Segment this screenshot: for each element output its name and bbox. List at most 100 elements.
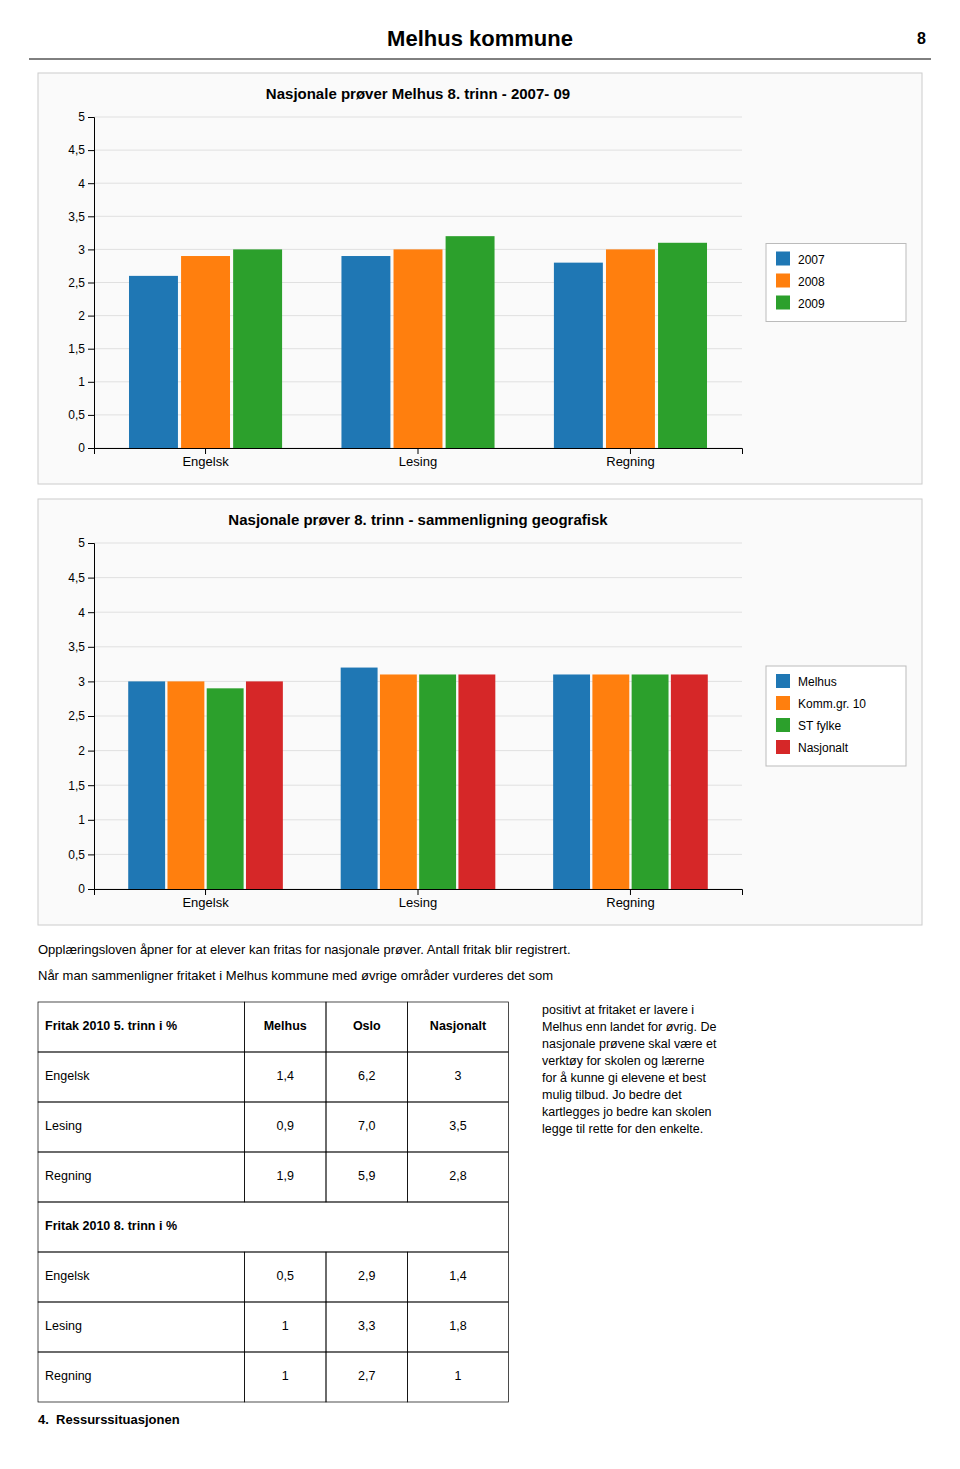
bars <box>129 236 707 448</box>
legend-label: ST fylke <box>798 719 841 733</box>
table-text: 1 <box>455 1369 462 1383</box>
tick: 5 <box>78 536 94 550</box>
series <box>246 674 708 889</box>
table-text: 1,4 <box>277 1069 294 1083</box>
legend-item: 2007 <box>776 252 825 267</box>
table-cell <box>326 1102 408 1152</box>
tick-mark <box>88 316 94 317</box>
table-text: Oslo <box>353 1019 381 1033</box>
section-heading: 4. Ressurssituasjonen <box>38 1412 180 1427</box>
series <box>181 249 655 448</box>
table-row: Engelsk1,46,23 <box>38 1052 508 1102</box>
tick: 1 <box>78 813 94 827</box>
tick-label: 1,5 <box>68 342 85 356</box>
series <box>233 236 707 448</box>
bar <box>592 674 629 889</box>
x-axis: EngelskLesingRegning <box>95 448 743 469</box>
grid-line <box>94 577 742 578</box>
tick-mark <box>88 854 94 855</box>
tick-mark <box>205 448 206 454</box>
tick-label: 4 <box>78 177 85 191</box>
tick-label: 5 <box>78 536 85 550</box>
series <box>128 668 590 889</box>
tick: 2,5 <box>68 276 94 290</box>
legend-label: 2008 <box>798 275 825 289</box>
table-cell <box>244 1252 326 1302</box>
legend: 200720082009 <box>766 244 906 322</box>
bar <box>458 674 495 889</box>
tick: Engelsk <box>182 448 229 469</box>
bar <box>341 668 378 889</box>
tick: 3 <box>78 675 94 689</box>
table-cell <box>244 1302 326 1352</box>
table-text: Fritak 2010 5. trinn i % <box>45 1019 177 1033</box>
bar <box>380 674 417 889</box>
plot: 00,511,522,533,544,55EngelskLesingRegnin… <box>68 536 742 910</box>
table-row: Fritak 2010 5. trinn i %MelhusOsloNasjon… <box>38 1002 508 1052</box>
tick-label: 3 <box>78 675 85 689</box>
tick: 0,5 <box>68 408 94 422</box>
chart-frame <box>38 73 922 484</box>
tick-label: 2,5 <box>68 709 85 723</box>
axis-line <box>95 890 743 896</box>
tick-mark <box>88 647 94 648</box>
legend-swatch <box>776 718 790 732</box>
table-text: Regning <box>45 1369 92 1383</box>
table-cell <box>326 1352 408 1402</box>
grid-line <box>94 543 742 544</box>
plot: 00,511,522,533,544,55EngelskLesingRegnin… <box>68 110 742 469</box>
tick-label: 3 <box>78 243 85 257</box>
page-title: Melhus kommune <box>387 26 573 51</box>
tick-label: 3,5 <box>68 210 85 224</box>
table-text: 2,8 <box>449 1169 466 1183</box>
legend-swatch <box>776 252 790 266</box>
axis-line <box>95 449 743 455</box>
series <box>167 674 629 889</box>
tick: 4,5 <box>68 571 94 585</box>
tick: Lesing <box>399 448 437 469</box>
table-text: Regning <box>45 1169 92 1183</box>
table-cell <box>244 1002 326 1052</box>
table-text: 1,4 <box>449 1269 466 1283</box>
bar <box>129 276 178 448</box>
legend-label: Melhus <box>798 675 837 689</box>
table: Fritak 2010 5. trinn i %MelhusOsloNasjon… <box>38 1002 508 1402</box>
table-cell <box>408 1352 509 1402</box>
table-text: Lesing <box>45 1119 82 1133</box>
table-cell <box>326 1002 408 1052</box>
table-cell <box>38 1252 244 1302</box>
tick-label: 2 <box>78 744 85 758</box>
tick-mark <box>88 716 94 717</box>
chart: Nasjonale prøver 8. trinn - sammenlignin… <box>38 499 922 925</box>
bar <box>394 249 443 448</box>
tick-mark <box>88 543 94 544</box>
table-cell <box>326 1052 408 1102</box>
table-text: Lesing <box>45 1319 82 1333</box>
page: Melhus kommune8Nasjonale prøver Melhus 8… <box>0 0 960 1469</box>
tick-label: Regning <box>606 895 654 910</box>
table-cell <box>408 1102 509 1152</box>
bar <box>128 681 165 889</box>
table-row: Lesing0,97,03,5 <box>38 1102 508 1152</box>
table-cell <box>326 1302 408 1352</box>
tick-label: 5 <box>78 110 85 124</box>
chart-title: Nasjonale prøver 8. trinn - sammenlignin… <box>228 511 608 528</box>
table-text: Melhus <box>264 1019 307 1033</box>
table-text: 0,9 <box>277 1119 294 1133</box>
tick-mark <box>88 382 94 383</box>
legend-label: Komm.gr. 10 <box>798 697 866 711</box>
tick-label: 0 <box>78 441 85 455</box>
tick-mark <box>88 751 94 752</box>
tick: 1,5 <box>68 342 94 356</box>
legend-item: 2008 <box>776 274 825 289</box>
legend-swatch <box>776 740 790 754</box>
legend-swatch <box>776 696 790 710</box>
tick: 4 <box>78 606 94 620</box>
tick-mark <box>88 612 94 613</box>
chart-title: Nasjonale prøver Melhus 8. trinn - 2007-… <box>266 85 570 102</box>
table-row: Engelsk0,52,91,4 <box>38 1252 508 1302</box>
tick-label: Lesing <box>399 895 437 910</box>
series <box>207 674 669 889</box>
tick-label: 3,5 <box>68 640 85 654</box>
tick: 2 <box>78 309 94 323</box>
